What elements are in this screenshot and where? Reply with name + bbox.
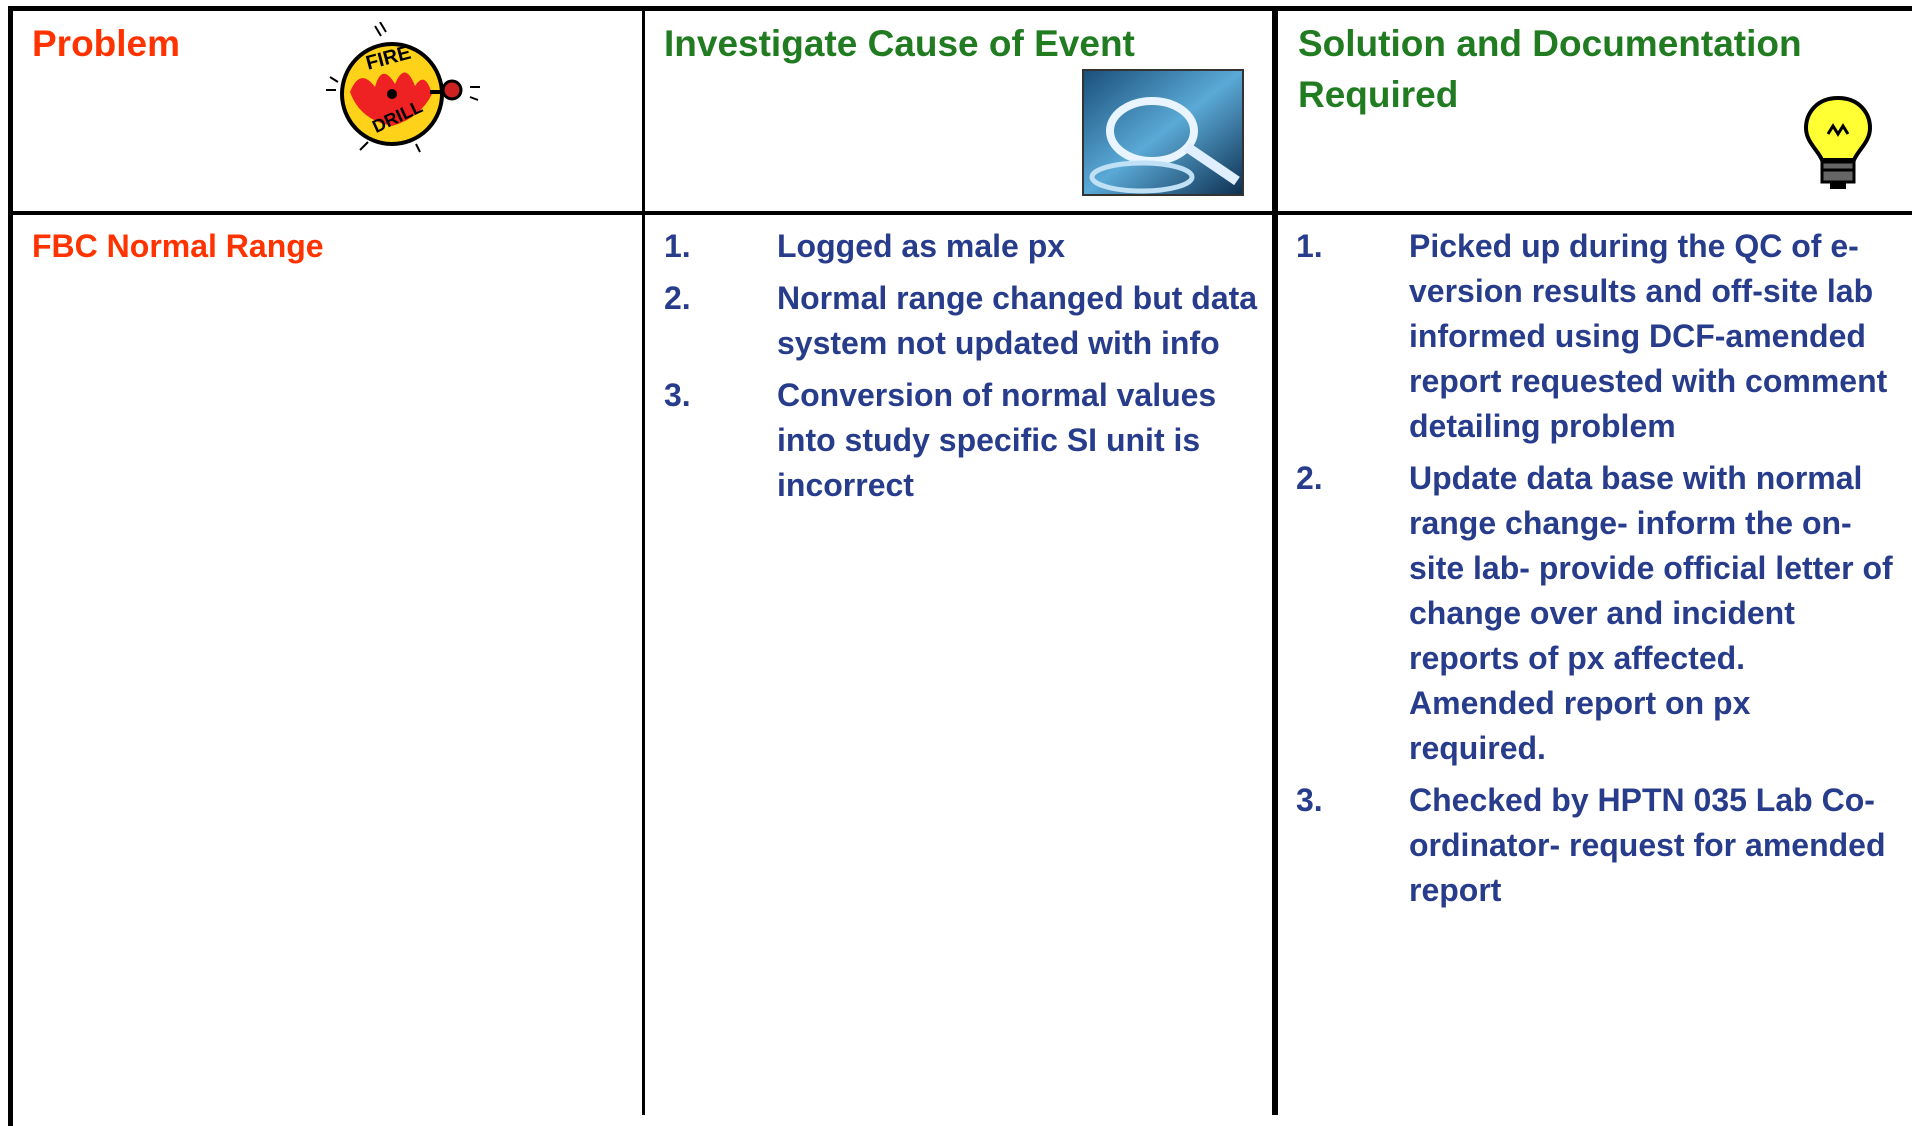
header-cell: Problem <box>32 23 181 64</box>
item-text: Logged as male px <box>777 228 1066 264</box>
list-item: 1. Picked up during the QC of e-version r… <box>1296 224 1896 449</box>
item-number: 2. <box>664 280 691 316</box>
item-number: 1. <box>664 228 691 264</box>
list-item: 2. Normal range changed but data system n… <box>664 276 1264 366</box>
header-cell: Investigate Cause of Event <box>664 23 1135 64</box>
causes-list: 1. Logged as male px 2. Normal range change… <box>664 224 1264 515</box>
item-text: Conversion of normal values into study s… <box>777 377 1217 503</box>
item-text: Picked up during the QC of e-version res… <box>1409 228 1888 444</box>
list-item: 2. Update data base with normal range cha… <box>1296 456 1896 771</box>
item-number: 1. <box>1296 228 1323 264</box>
item-text: Checked by HPTN 035 Lab Co-ordinator- re… <box>1409 782 1886 908</box>
magnifier-image <box>1082 69 1244 196</box>
item-number: 3. <box>664 377 691 413</box>
row-divider <box>8 211 1912 215</box>
list-item: 3. Checked by HPTN 035 Lab Co-ordinator- … <box>1296 778 1896 913</box>
list-item: 3. Conversion of normal values into study… <box>664 373 1264 508</box>
item-text: Normal range changed but data system not… <box>777 280 1258 361</box>
lightbulb-icon <box>1803 95 1873 189</box>
solutions-list: 1. Picked up during the QC of e-version r… <box>1296 224 1896 920</box>
list-item: 1. Logged as male px <box>664 224 1264 269</box>
table-frame <box>8 6 1912 1126</box>
item-number: 3. <box>1296 782 1323 818</box>
column-divider <box>642 6 645 1115</box>
problem-cell: FBC Normal Range <box>32 228 324 264</box>
column-divider <box>1272 6 1278 1115</box>
header-cell: Solution and Documentation Required <box>1298 23 1802 115</box>
item-number: 2. <box>1296 460 1323 496</box>
item-text: Update data base with normal range chang… <box>1409 460 1893 766</box>
fire-drill-icon: FIRE DRILL <box>326 22 480 153</box>
